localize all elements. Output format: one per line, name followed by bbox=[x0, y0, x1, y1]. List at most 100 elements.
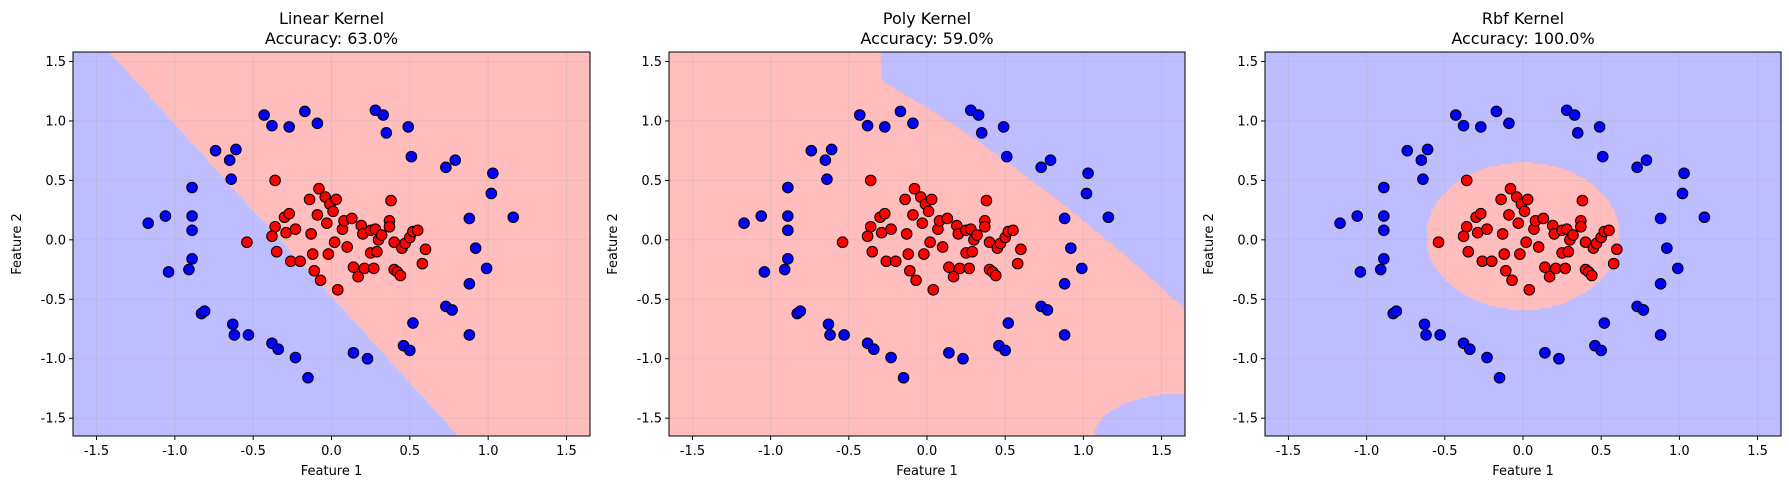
y-tick-label: -1.5 bbox=[637, 412, 662, 427]
data-point-inner bbox=[1503, 209, 1515, 221]
data-point-inner bbox=[1500, 264, 1512, 277]
data-point-inner bbox=[979, 220, 991, 233]
data-point-inner bbox=[900, 228, 913, 240]
data-point-outer bbox=[1474, 121, 1487, 133]
data-point-inner bbox=[1567, 229, 1579, 241]
data-point-outer bbox=[782, 181, 794, 194]
x-tick-label: 0.0 bbox=[321, 444, 342, 459]
data-point-inner bbox=[918, 248, 930, 260]
data-point-inner bbox=[936, 241, 949, 253]
y-tick-label: 1.0 bbox=[1237, 114, 1258, 129]
data-point-outer bbox=[894, 105, 907, 118]
data-point-outer bbox=[1041, 304, 1054, 316]
data-point-inner bbox=[331, 283, 344, 296]
data-point-inner bbox=[294, 255, 306, 268]
data-point-outer bbox=[1503, 117, 1515, 130]
data-point-outer bbox=[1568, 109, 1581, 121]
data-point-inner bbox=[1460, 174, 1473, 187]
data-point-outer bbox=[1058, 278, 1071, 290]
data-point-outer bbox=[907, 117, 919, 130]
data-point-outer bbox=[1417, 173, 1429, 186]
data-point-inner bbox=[328, 236, 341, 249]
data-point-inner bbox=[941, 212, 954, 225]
data-point-inner bbox=[1575, 220, 1587, 233]
panel-rbf: -1.5 -1.0 -0.5 0.0 0.5 1.0 1.5 -1.5 -1.0 -0.5 0.0 0… bbox=[1202, 9, 1782, 479]
data-point-inner bbox=[394, 269, 407, 282]
data-point-outer bbox=[228, 329, 241, 341]
data-point-outer bbox=[463, 278, 476, 290]
data-point-outer bbox=[1654, 329, 1667, 341]
data-point-outer bbox=[1672, 262, 1684, 275]
x-tick-label: -0.5 bbox=[1432, 444, 1457, 459]
data-point-outer bbox=[299, 105, 311, 118]
data-point-outer bbox=[198, 305, 211, 317]
data-point-inner bbox=[1562, 245, 1575, 258]
x-axis-label: Feature 1 bbox=[301, 464, 363, 479]
data-point-inner bbox=[925, 193, 938, 206]
data-point-inner bbox=[836, 236, 849, 249]
data-point-outer bbox=[407, 317, 419, 329]
data-point-outer bbox=[1374, 263, 1387, 276]
data-point-outer bbox=[825, 143, 838, 156]
data-point-outer bbox=[1449, 109, 1462, 121]
data-point-inner bbox=[383, 220, 396, 233]
data-point-outer bbox=[1378, 210, 1390, 222]
data-point-outer bbox=[738, 217, 750, 229]
data-point-outer bbox=[183, 263, 195, 276]
data-point-inner bbox=[1498, 248, 1511, 260]
data-point-inner bbox=[1523, 283, 1536, 296]
y-tick-label: 0.0 bbox=[641, 233, 662, 248]
data-point-outer bbox=[258, 109, 270, 121]
data-point-inner bbox=[1539, 261, 1551, 273]
data-point-outer bbox=[1351, 210, 1364, 222]
data-point-inner bbox=[904, 264, 916, 277]
data-point-inner bbox=[922, 205, 935, 218]
y-tick-label: -1.0 bbox=[637, 352, 662, 367]
y-tick-label: -1.5 bbox=[41, 412, 66, 427]
data-point-outer bbox=[405, 150, 418, 163]
data-point-outer bbox=[227, 318, 239, 331]
x-tick-label: 1.5 bbox=[1151, 444, 1172, 459]
data-point-outer bbox=[485, 187, 498, 200]
data-point-outer bbox=[1631, 161, 1643, 174]
data-point-outer bbox=[778, 263, 791, 276]
y-axis-label: Feature 2 bbox=[1202, 213, 1217, 275]
data-point-inner bbox=[1496, 228, 1509, 240]
x-tick-label: -1.0 bbox=[1354, 444, 1379, 459]
data-point-outer bbox=[480, 262, 493, 275]
data-point-inner bbox=[411, 224, 424, 237]
data-point-inner bbox=[980, 194, 993, 207]
data-point-outer bbox=[1334, 217, 1346, 229]
y-tick-label: 1.5 bbox=[45, 55, 66, 70]
data-point-inner bbox=[878, 207, 891, 220]
x-tick-label: -0.5 bbox=[836, 444, 861, 459]
data-point-inner bbox=[346, 212, 358, 225]
data-point-outer bbox=[186, 253, 198, 265]
data-point-inner bbox=[1474, 207, 1487, 220]
data-point-outer bbox=[1415, 154, 1428, 166]
data-point-inner bbox=[269, 174, 281, 187]
data-point-inner bbox=[341, 241, 353, 253]
data-point-outer bbox=[1493, 371, 1506, 384]
data-point-outer bbox=[463, 212, 476, 225]
data-point-inner bbox=[322, 248, 335, 260]
data-point-outer bbox=[186, 210, 198, 222]
data-point-outer bbox=[1598, 317, 1611, 329]
data-point-outer bbox=[1000, 150, 1013, 163]
y-tick-label: 0.5 bbox=[1237, 174, 1258, 189]
data-point-outer bbox=[975, 127, 988, 139]
chart-subtitle: Accuracy: 63.0% bbox=[265, 29, 398, 48]
chart-title: Poly Kernel bbox=[883, 9, 971, 28]
data-point-outer bbox=[266, 119, 278, 132]
data-point-outer bbox=[861, 119, 874, 132]
y-axis-label: Feature 2 bbox=[10, 213, 25, 275]
data-point-inner bbox=[327, 205, 339, 218]
chart-title: Rbf Kernel bbox=[1482, 9, 1564, 28]
data-point-inner bbox=[1603, 224, 1615, 237]
data-point-outer bbox=[794, 305, 807, 317]
data-point-inner bbox=[1586, 269, 1598, 282]
data-point-inner bbox=[314, 274, 327, 287]
x-tick-label: 0.0 bbox=[917, 444, 938, 459]
data-point-outer bbox=[822, 318, 835, 331]
